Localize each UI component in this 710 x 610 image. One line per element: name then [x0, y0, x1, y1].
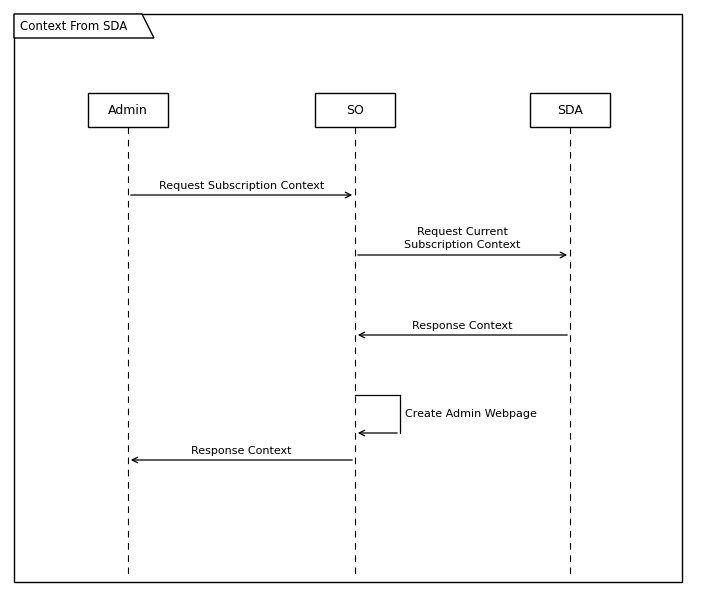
Bar: [530, 93, 610, 127]
Text: Response Context: Response Context: [413, 321, 513, 331]
Bar: [315, 93, 395, 127]
Text: Create Admin Webpage: Create Admin Webpage: [405, 409, 537, 419]
Text: Response Context: Response Context: [191, 446, 292, 456]
Text: Request Current
Subscription Context: Request Current Subscription Context: [404, 227, 520, 250]
Text: SDA: SDA: [557, 104, 583, 117]
Polygon shape: [14, 14, 154, 38]
Text: Request Subscription Context: Request Subscription Context: [159, 181, 324, 191]
Text: SO: SO: [346, 104, 364, 117]
Text: Context From SDA: Context From SDA: [20, 20, 127, 32]
Bar: [88, 93, 168, 127]
Text: Admin: Admin: [108, 104, 148, 117]
